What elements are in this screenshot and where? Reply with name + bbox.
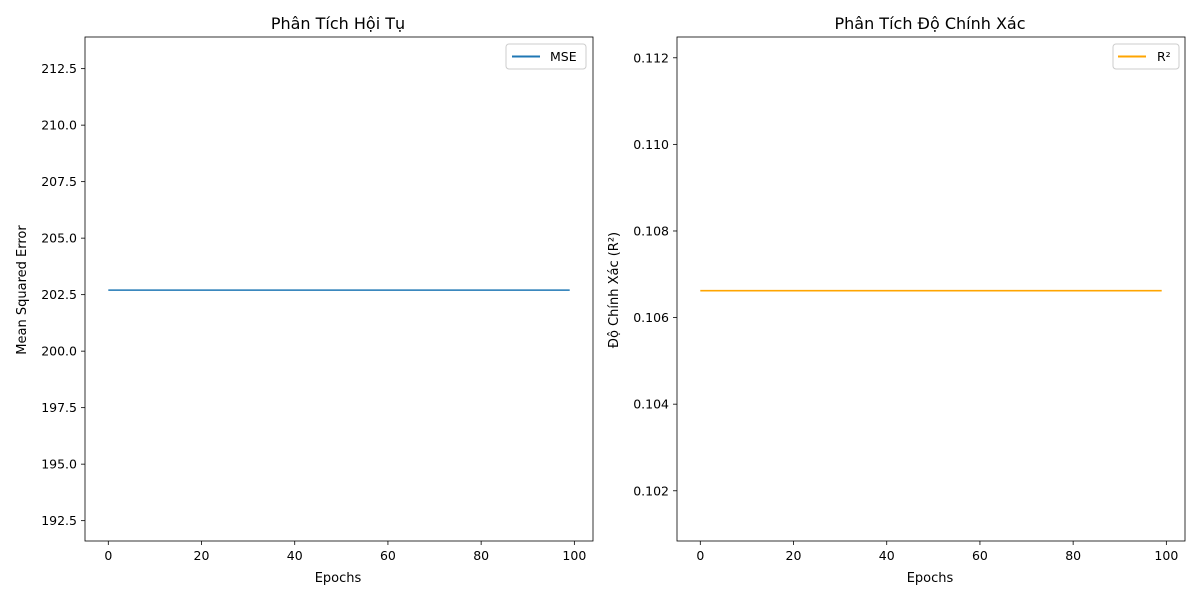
mse-legend-box	[505, 43, 587, 70]
r2-x-tick-label: 80	[1065, 548, 1081, 563]
r2-y-tick-label: 0.108	[633, 223, 669, 238]
mse-x-tick-label: 100	[562, 548, 586, 563]
r2-x-tick-label: 0	[696, 548, 704, 563]
r2-x-tick-label: 60	[972, 548, 988, 563]
r2-legend-label: R²	[1157, 49, 1171, 64]
mse-plot-area: 0 20 40 60 80 100 192.5 195.0 197.5 200.0 202.5 205…	[41, 36, 594, 563]
r2-x-axis-label: Epochs	[907, 571, 954, 586]
mse-y-tick-label: 207.5	[41, 174, 77, 189]
r2-y-tick-label: 0.106	[633, 310, 669, 325]
r2-y-axis-label: Độ Chính Xác (R²)	[607, 232, 622, 348]
r2-x-tick-label: 100	[1154, 548, 1178, 563]
r2-plot-area: 0 20 40 60 80 100 0.102 0.104 0.106 0.108 0.110 0.1…	[633, 36, 1186, 563]
r2-y-tick-label: 0.112	[633, 50, 669, 65]
mse-y-axis-label: Mean Squared Error	[15, 225, 30, 355]
mse-x-tick-label: 0	[104, 548, 112, 563]
r2-axes-frame	[676, 36, 1186, 542]
mse-y-tick-label: 192.5	[41, 513, 77, 528]
mse-x-tick-label: 80	[473, 548, 489, 563]
mse-legend: MSE	[505, 43, 587, 70]
mse-y-tick-label: 197.5	[41, 400, 77, 415]
mse-x-tick-label: 60	[380, 548, 396, 563]
mse-x-tick-label: 40	[287, 548, 303, 563]
r2-x-tick-label: 40	[879, 548, 895, 563]
r2-chart: Phân Tích Độ Chính Xác Epochs Độ Chính X…	[607, 14, 1186, 586]
mse-y-tick-label: 210.0	[41, 118, 77, 133]
r2-chart-title: Phân Tích Độ Chính Xác	[834, 14, 1025, 33]
r2-y-tick-label: 0.104	[633, 397, 669, 412]
mse-y-tick-label: 205.0	[41, 231, 77, 246]
mse-y-tick-label: 212.5	[41, 61, 77, 76]
mse-axes-frame	[84, 36, 594, 542]
mse-chart-title: Phân Tích Hội Tụ	[271, 14, 405, 33]
mse-chart: Phân Tích Hội Tụ Epochs Mean Squared Err…	[15, 14, 594, 586]
r2-y-tick-label: 0.102	[633, 483, 669, 498]
mse-x-tick-label: 20	[194, 548, 210, 563]
mse-y-tick-label: 200.0	[41, 344, 77, 359]
mse-legend-label: MSE	[550, 49, 577, 64]
mse-y-tick-label: 202.5	[41, 287, 77, 302]
mse-y-tick-label: 195.0	[41, 457, 77, 472]
r2-x-tick-label: 20	[786, 548, 802, 563]
mse-x-axis-label: Epochs	[315, 571, 362, 586]
r2-y-tick-label: 0.110	[633, 137, 669, 152]
r2-legend: R²	[1112, 43, 1180, 70]
